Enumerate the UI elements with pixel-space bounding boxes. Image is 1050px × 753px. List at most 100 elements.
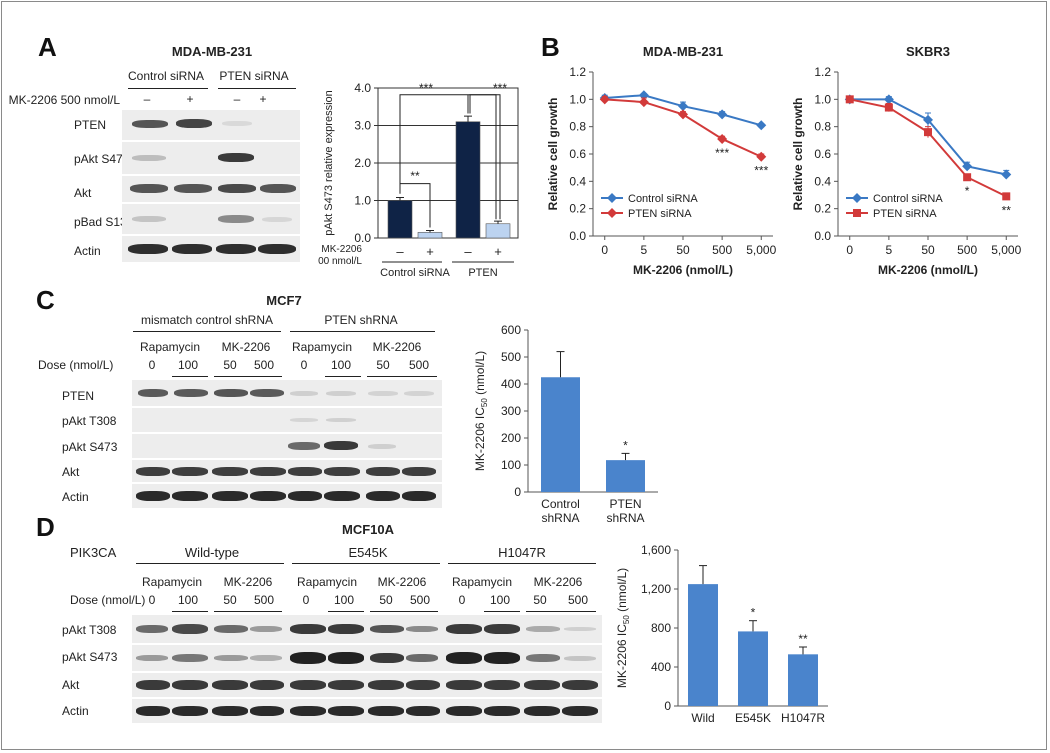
band: [138, 389, 168, 397]
band: [250, 706, 284, 716]
x-tick-label: H1047R: [781, 711, 825, 725]
y-tick-label: 300: [501, 404, 521, 418]
panel-a-treatment-label: MK-2206 500 nmol/L: [8, 93, 120, 107]
y-tick-label: 0.4: [814, 174, 831, 188]
band: [132, 120, 168, 128]
band: [368, 706, 404, 716]
chart-c-bar: 0 100 200 300 400 500 600 MK-2206 IC50 (nmol/L)…: [473, 323, 658, 525]
panel-d-dose: 500: [253, 593, 275, 607]
y-tick-label: 1.0: [354, 194, 371, 208]
y-axis-label-sub: 50: [622, 615, 631, 624]
chart-d-bar: 0 400 800 1,200 1,600 MK-2206 IC50 (nmol/L) Wi…: [615, 543, 828, 725]
band: [290, 680, 326, 690]
band: [136, 655, 168, 661]
panel-c-drug: Rapamycin: [291, 340, 353, 354]
band: [214, 389, 248, 397]
band: [212, 706, 248, 716]
panel-c-group-pten: PTEN shRNA: [324, 313, 398, 327]
significance-label: *: [965, 184, 970, 198]
panel-c-dose: 50: [376, 358, 390, 372]
panel-d-group-underline: [448, 563, 596, 564]
band: [288, 491, 322, 501]
panel-c-row-label: pAkt S473: [62, 440, 118, 454]
x-tick-label: 500: [712, 243, 732, 257]
dose-underline: [526, 611, 596, 612]
panel-a-sign: –: [233, 92, 241, 106]
bar: [387, 200, 413, 239]
data-point: [678, 109, 688, 120]
panel-c-dose: 100: [330, 358, 352, 372]
panel-d-row-label: pAkt T308: [62, 623, 117, 637]
data-point: [884, 103, 893, 112]
band: [218, 184, 256, 193]
band: [328, 680, 364, 690]
band: [174, 389, 208, 397]
band: [368, 391, 398, 396]
band: [446, 624, 482, 634]
x-tick-label: E545K: [735, 711, 771, 725]
band: [218, 215, 254, 223]
treatment-label: 500 nmol/L: [318, 256, 362, 267]
band: [402, 467, 436, 476]
panel-d-drug: MK-2206: [377, 575, 427, 589]
band: [290, 652, 326, 664]
band: [222, 121, 252, 126]
blot-c-pakt-t308: [132, 408, 442, 432]
band: [406, 680, 440, 690]
panel-d-dose: 50: [533, 593, 547, 607]
legend-marker: [607, 208, 617, 218]
x-tick-label: PTEN: [609, 497, 641, 511]
band: [174, 184, 212, 193]
y-tick-label: 1,200: [641, 582, 671, 596]
panel-c-drug: MK-2206: [372, 340, 422, 354]
band: [366, 491, 400, 501]
panel-d-row-label: pAkt S473: [62, 650, 118, 664]
panel-d-dose-label: Dose (nmol/L): [70, 593, 146, 607]
band: [404, 391, 434, 396]
band: [176, 119, 212, 128]
panel-d-dose: 0: [148, 593, 156, 607]
y-axis-label: MK-2206 IC50 (nmol/L): [473, 351, 489, 471]
significance-label: **: [410, 169, 420, 183]
panel-a-group-control: Control siRNA: [127, 69, 205, 83]
panel-c-dose: 0: [148, 358, 156, 372]
panel-d-dose: 0: [458, 593, 466, 607]
bar: [485, 223, 511, 239]
band: [564, 627, 596, 631]
data-point: [924, 128, 932, 137]
bar: [455, 121, 481, 239]
significance-label: ***: [715, 146, 729, 160]
dose-underline: [370, 611, 438, 612]
panel-d-dose: 500: [567, 593, 589, 607]
y-tick-label: 400: [501, 377, 521, 391]
x-tick-label: 5,000: [746, 243, 776, 257]
band: [324, 467, 360, 476]
y-tick-label: 1.0: [814, 92, 831, 106]
band: [132, 216, 166, 222]
bar: [606, 460, 645, 492]
blot-d-akt: [132, 673, 602, 697]
panel-c-row-label: Actin: [62, 490, 89, 504]
band: [562, 680, 598, 690]
band: [132, 155, 166, 161]
y-axis-label-unit: (nmol/L): [473, 351, 487, 398]
panel-a-group-pten: PTEN siRNA: [219, 69, 289, 83]
y-tick-label: 600: [501, 323, 521, 337]
data-point: [756, 120, 767, 131]
x-tick-label: 5,000: [991, 243, 1021, 257]
y-axis-label-main: MK-2206 IC: [473, 407, 487, 471]
panel-d-drug: MK-2206: [533, 575, 583, 589]
significance-label: ***: [493, 81, 507, 95]
band: [406, 654, 438, 662]
significance-label: *: [751, 606, 756, 620]
panel-c-dose: 0: [300, 358, 308, 372]
y-tick-label: 0.6: [569, 147, 586, 161]
panel-c-drug: MK-2206: [221, 340, 271, 354]
band: [136, 680, 170, 690]
panel-c-row-label: pAkt T308: [62, 414, 117, 428]
panel-a-group-underline: [128, 88, 208, 89]
panel-d-group: Wild-type: [184, 545, 240, 560]
band: [526, 626, 560, 632]
band: [172, 467, 208, 476]
y-tick-label: 1.2: [569, 65, 586, 79]
